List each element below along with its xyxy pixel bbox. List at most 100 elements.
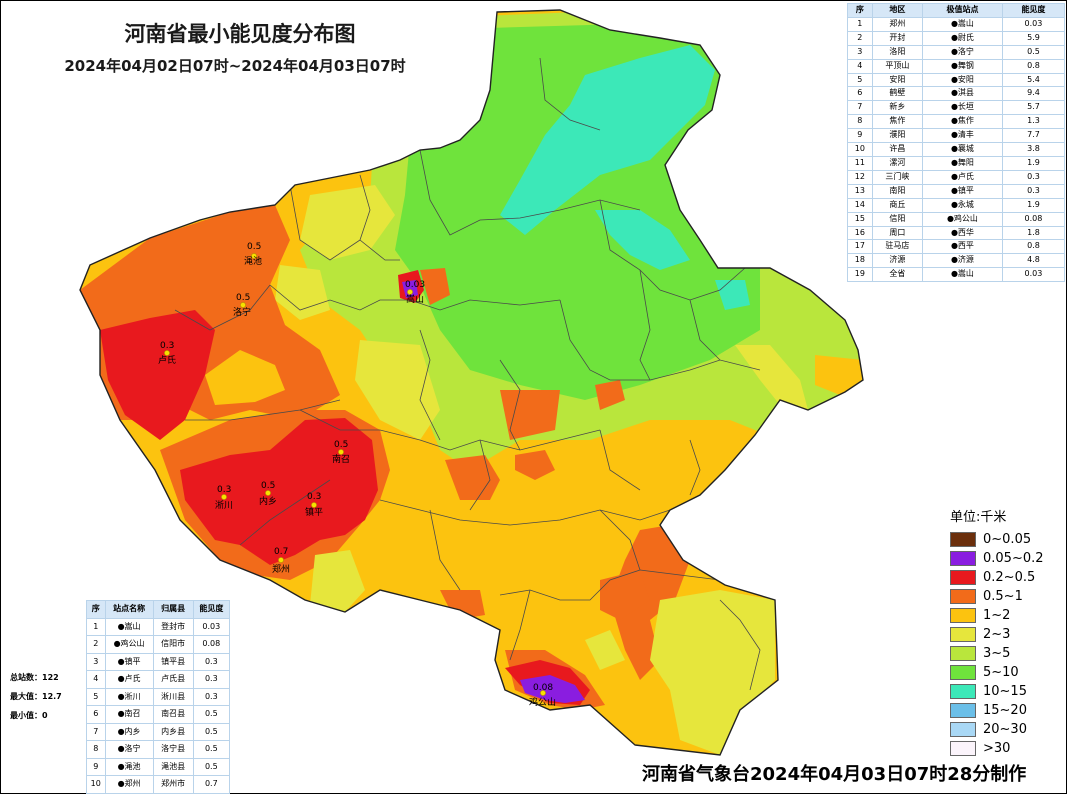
table-cell: 6 bbox=[86, 705, 106, 724]
table-cell: 鹤壁 bbox=[871, 86, 924, 102]
table-cell: 郑州 bbox=[871, 16, 924, 32]
map-title: 河南省最小能见度分布图 bbox=[124, 22, 356, 46]
legend-item: 2~3 bbox=[950, 625, 1044, 644]
table-cell: 7 bbox=[847, 100, 873, 116]
legend-unit: 单位:千米 bbox=[950, 510, 1007, 525]
svg-text:0.3: 0.3 bbox=[217, 485, 231, 495]
city-extreme-table: 序地区 极值站点 能见度 1 郑州 ●嵩山 0.03 2 开封 ●尉氏 5.9 3 洛阳 ●洛宁 0.5 4 平… bbox=[847, 3, 1066, 283]
legend-item: 0.2~0.5 bbox=[950, 568, 1044, 587]
table-row: 13 南阳 ●镇平 0.3 bbox=[847, 183, 1066, 199]
column-header: 归属县 bbox=[152, 600, 194, 619]
table-cell: 4 bbox=[847, 58, 873, 74]
legend-item: 1~2 bbox=[950, 606, 1044, 625]
table-cell: 2 bbox=[847, 30, 873, 46]
table-cell: ●永城 bbox=[922, 197, 1003, 213]
table-cell: 卢氏县 bbox=[152, 670, 194, 689]
table-cell: 5 bbox=[847, 72, 873, 88]
table-row: 8 ●洛宁 洛宁县 0.5 bbox=[86, 740, 231, 759]
table-cell: 洛宁县 bbox=[152, 740, 194, 759]
table-cell: 6 bbox=[847, 86, 873, 102]
table-row: 2 ●鸡公山 信阳市 0.08 bbox=[86, 635, 231, 654]
table-row: 11 漯河 ●舞阳 1.9 bbox=[847, 155, 1066, 171]
legend-label: >30 bbox=[983, 741, 1011, 756]
legend-item: 20~30 bbox=[950, 720, 1044, 739]
table-cell: 16 bbox=[847, 225, 873, 241]
station-rank-table: 序站点名称 归属县 能见度 1 ●嵩山 登封市 0.03 2 ●鸡公山 信阳市 0.08 3 ●镇平 镇平… bbox=[86, 600, 231, 794]
map-subtitle: 2024年04月02日07时~2024年04月03日07时 bbox=[64, 57, 406, 75]
table-cell: 焦作 bbox=[871, 114, 924, 130]
table-cell: 淅川县 bbox=[152, 687, 194, 706]
table-cell: 镇平县 bbox=[152, 652, 194, 671]
station-label-songshan: 0.03 嵩山 bbox=[405, 280, 425, 305]
column-header: 序 bbox=[86, 600, 106, 619]
svg-text:鸡公山: 鸡公山 bbox=[529, 696, 556, 708]
legend-item: 0~0.05 bbox=[950, 530, 1044, 549]
table-cell: 信阳市 bbox=[152, 635, 194, 654]
table-cell: ●嵩山 bbox=[104, 617, 154, 636]
producer-note: 河南省气象台2024年04月03日07时28分制作 bbox=[642, 764, 1027, 785]
table-cell: 全省 bbox=[871, 267, 924, 283]
table-row: 6 ●南召 南召县 0.5 bbox=[86, 705, 231, 724]
table-row: 7 ●内乡 内乡县 0.5 bbox=[86, 722, 231, 741]
table-cell: 0.8 bbox=[1001, 58, 1066, 74]
svg-text:0.03: 0.03 bbox=[405, 280, 425, 290]
legend-swatch bbox=[950, 532, 976, 547]
province-boundary bbox=[79, 9, 864, 756]
table-row: 6 鹤壁 ●淇县 9.4 bbox=[847, 86, 1066, 102]
table-cell: 17 bbox=[847, 239, 873, 255]
svg-text:郑州: 郑州 bbox=[272, 563, 290, 575]
table-cell: 0.3 bbox=[192, 687, 231, 706]
table-cell: ●洛宁 bbox=[104, 740, 154, 759]
svg-text:0.7: 0.7 bbox=[274, 547, 288, 557]
table-cell: ●尉氏 bbox=[922, 30, 1003, 46]
legend-swatch bbox=[950, 684, 976, 699]
table-cell: 0.5 bbox=[192, 722, 231, 741]
table-cell: 5.9 bbox=[1001, 30, 1066, 46]
table-cell: 14 bbox=[847, 197, 873, 213]
legend-item: 0.05~0.2 bbox=[950, 549, 1044, 568]
table-cell: 0.08 bbox=[1001, 211, 1066, 227]
table-cell: 新乡 bbox=[871, 100, 924, 116]
table-cell: 商丘 bbox=[871, 197, 924, 213]
table-cell: 0.03 bbox=[1001, 16, 1066, 32]
svg-text:0.5: 0.5 bbox=[334, 440, 348, 450]
legend-label: 20~30 bbox=[983, 722, 1027, 737]
legend-swatch bbox=[950, 589, 976, 604]
table-row: 19 全省 ●嵩山 0.03 bbox=[847, 267, 1066, 283]
table-cell: 0.7 bbox=[192, 775, 231, 794]
table-cell: ●镇平 bbox=[104, 652, 154, 671]
svg-text:嵩山: 嵩山 bbox=[406, 294, 424, 305]
table-cell: 0.5 bbox=[192, 705, 231, 724]
table-row: 5 ●淅川 淅川县 0.3 bbox=[86, 687, 231, 706]
table-cell: 南召县 bbox=[152, 705, 194, 724]
legend-label: 0.05~0.2 bbox=[983, 551, 1044, 566]
table-cell: 3 bbox=[847, 44, 873, 60]
table-cell: 13 bbox=[847, 183, 873, 199]
table-row: 8 焦作 ●焦作 1.3 bbox=[847, 114, 1066, 130]
table-cell: 7.7 bbox=[1001, 128, 1066, 144]
table-cell: 1.9 bbox=[1001, 155, 1066, 171]
table-cell: ●鸡公山 bbox=[922, 211, 1003, 227]
table-cell: 周口 bbox=[871, 225, 924, 241]
table-cell: ●嵩山 bbox=[922, 267, 1003, 283]
legend-label: 3~5 bbox=[983, 646, 1011, 661]
table-cell: ●卢氏 bbox=[104, 670, 154, 689]
table-cell: 0.08 bbox=[192, 635, 231, 654]
stats-min: 最小值：0 bbox=[10, 711, 48, 720]
table-row: 14 商丘 ●永城 1.9 bbox=[847, 197, 1066, 213]
table-cell: 三门峡 bbox=[871, 169, 924, 185]
table-cell: ●嵩山 bbox=[922, 16, 1003, 32]
table-cell: 3.8 bbox=[1001, 142, 1066, 157]
svg-text:0.5: 0.5 bbox=[236, 293, 250, 303]
table-cell: ●渑池 bbox=[104, 757, 154, 776]
station-label-jigongshan: 0.08 鸡公山 bbox=[529, 683, 556, 708]
svg-text:内乡: 内乡 bbox=[259, 495, 277, 507]
station-label-zhengzhou: 0.7 郑州 bbox=[272, 547, 290, 575]
legend-swatch bbox=[950, 646, 976, 661]
table-row: 9 ●渑池 渑池县 0.5 bbox=[86, 757, 231, 776]
svg-text:0.3: 0.3 bbox=[307, 492, 321, 502]
table-cell: 驻马店 bbox=[871, 239, 924, 255]
station-label-xichuan: 0.3 淅川 bbox=[215, 485, 233, 511]
svg-text:卢氏: 卢氏 bbox=[158, 354, 176, 366]
table-cell: 9 bbox=[86, 757, 106, 776]
